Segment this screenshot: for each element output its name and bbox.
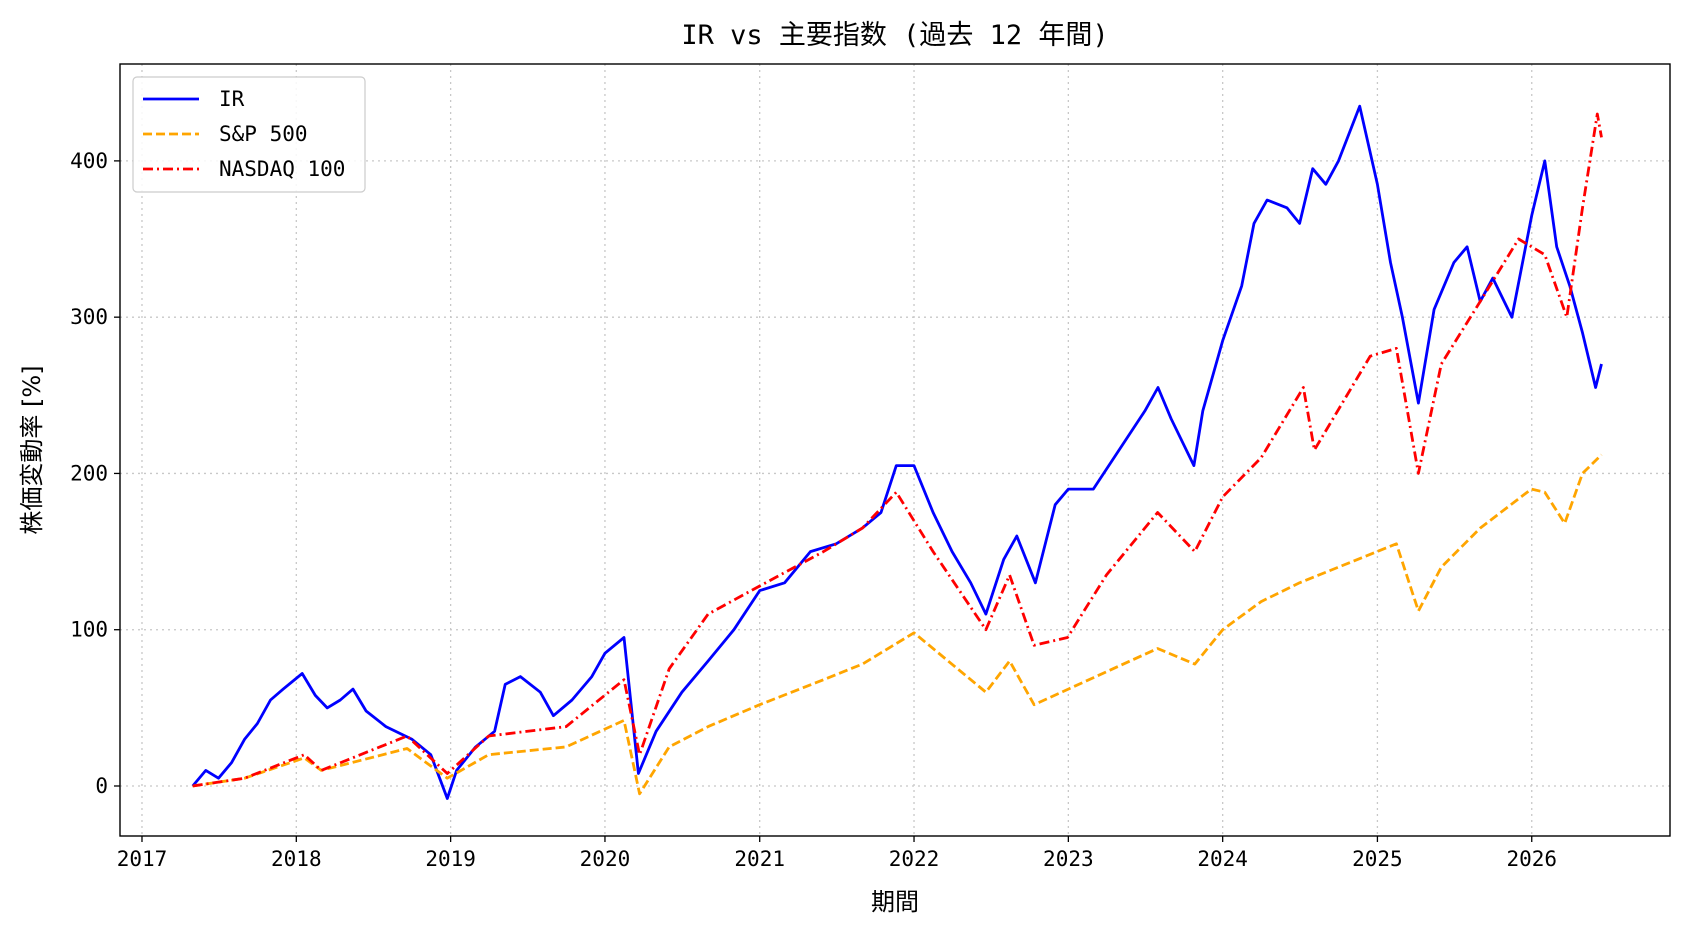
- y-axis-label: 株価変動率 [%]: [18, 365, 46, 534]
- x-tick-label: 2021: [734, 847, 785, 871]
- y-tick-label: 200: [70, 461, 108, 485]
- x-axis-label: 期間: [871, 888, 919, 916]
- x-tick-label: 2023: [1043, 847, 1094, 871]
- legend-label: IR: [219, 87, 245, 111]
- x-tick-label: 2022: [889, 847, 940, 871]
- series-line-0: [191, 104, 1603, 800]
- y-tick-label: 400: [70, 149, 108, 173]
- x-tick-label: 2024: [1197, 847, 1248, 871]
- legend-box: [132, 76, 366, 193]
- x-tick-label: 2017: [117, 847, 168, 871]
- y-tick-label: 0: [95, 774, 108, 798]
- series-lines: [191, 104, 1603, 800]
- legend: IR S&P 500 NASDAQ 100: [132, 76, 366, 193]
- series-line-1: [192, 453, 1603, 796]
- x-tick-label: 2020: [580, 847, 631, 871]
- x-tick-label: 2025: [1352, 847, 1403, 871]
- x-tick-label: 2018: [271, 847, 322, 871]
- y-tick-label: 300: [70, 305, 108, 329]
- y-tick-label: 100: [70, 618, 108, 642]
- x-tick-label: 2019: [425, 847, 476, 871]
- legend-label: S&P 500: [219, 122, 308, 146]
- plot-frame: [119, 63, 1671, 837]
- grid-layer: [120, 64, 1670, 836]
- chart-title: IR vs 主要指数 (過去 12 年間): [681, 20, 1108, 51]
- x-tick-label: 2026: [1506, 847, 1557, 871]
- series-line-2: [192, 112, 1603, 788]
- legend-label: NASDAQ 100: [219, 157, 345, 181]
- tick-layer: 2017 2018 2019 2020 2021 2022 2023 2024 2025 2026…: [70, 149, 1557, 871]
